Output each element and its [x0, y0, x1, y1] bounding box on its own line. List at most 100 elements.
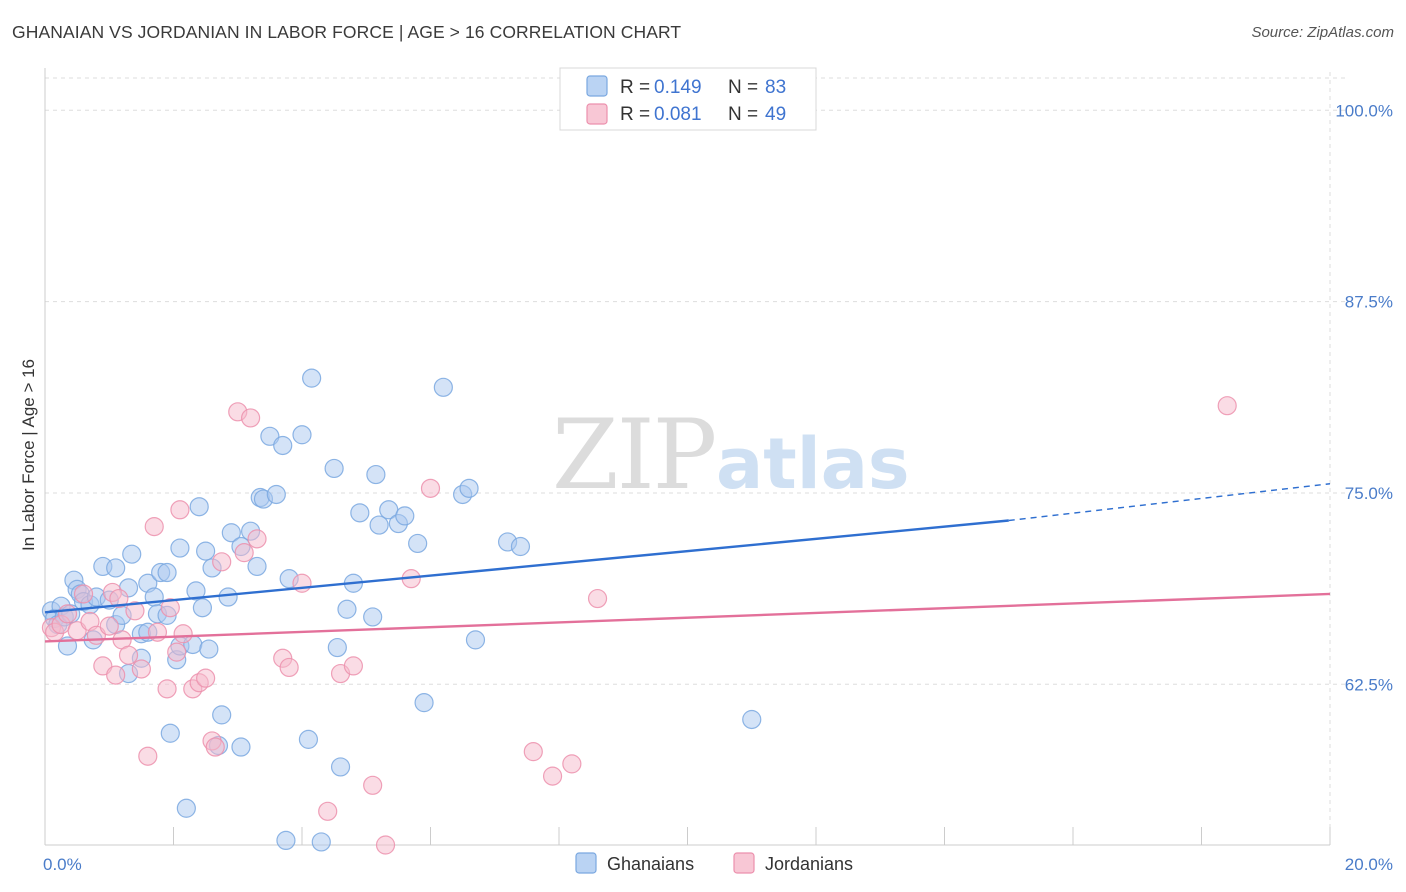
jordanian-point-18 [144, 517, 164, 537]
jordanian-point-48 [587, 588, 608, 609]
jordanian-point-33 [241, 408, 261, 428]
ghanaian-point-75 [414, 693, 434, 713]
y-tick-label-1: 75.0% [1345, 484, 1393, 503]
jordanian-point-5 [73, 584, 94, 604]
jordanian-point-11 [106, 665, 126, 685]
trend-lines [44, 483, 1331, 643]
data-points [41, 368, 1237, 855]
ghanaian-point-61 [311, 832, 331, 852]
watermark-zip: ZIP [552, 399, 715, 511]
ghanaian-point-33 [170, 538, 190, 558]
ghanaian-point-54 [266, 484, 286, 505]
legend-r-label-ghanaians: R = [620, 77, 650, 98]
ghanaian-point-81 [510, 536, 531, 557]
watermark: ZIP atlas [552, 399, 910, 511]
y-axis-title: In Labor Force | Age > 16 [19, 359, 38, 551]
jordanian-point-38 [318, 801, 338, 821]
ghanaian-point-69 [366, 464, 386, 485]
y-tick-labels: 62.5% 75.0% 87.5% 100.0% [1335, 101, 1393, 694]
axes [44, 68, 1331, 846]
jordanian-point-23 [170, 500, 190, 520]
x-tick-labels: 0.0% 20.0% [43, 855, 1393, 874]
ghanaian-point-39 [192, 598, 213, 618]
jordanian-point-41 [363, 775, 383, 795]
jordanian-point-9 [99, 616, 119, 636]
ghanaian-point-30 [157, 562, 177, 583]
legend-r-value-ghanaians: 0.149 [654, 77, 702, 98]
jordanian-point-3 [57, 604, 78, 624]
legend-n-label-ghanaians: N = [728, 77, 758, 98]
ghanaian-point-68 [363, 607, 383, 627]
legend-n-label-jordanians: N = [728, 104, 758, 125]
ghanaian-point-40 [196, 541, 216, 561]
jordanian-point-16 [131, 659, 151, 679]
legend-r-label-jordanians: R = [620, 104, 650, 125]
jordanian-trend-line [44, 592, 1331, 643]
bottom-legend-swatch-ghanaians [575, 852, 597, 874]
ghanaian-point-74 [408, 533, 428, 554]
legend-swatch-jordanians [586, 103, 608, 125]
jordanian-point-45 [523, 742, 543, 762]
jordanian-point-27 [196, 668, 216, 688]
bottom-legend-swatch-jordanians [733, 852, 755, 874]
y-tick-label-0: 62.5% [1345, 675, 1393, 694]
x-tick-label-1: 20.0% [1345, 855, 1393, 874]
ghanaian-point-44 [212, 705, 232, 725]
jordanian-point-30 [212, 552, 232, 572]
jordanian-point-44 [420, 478, 441, 498]
ghanaian-point-64 [330, 757, 351, 777]
legend-swatch-ghanaians [586, 75, 608, 97]
ghanaian-point-78 [459, 478, 479, 498]
jordanian-point-15 [125, 601, 145, 621]
x-tick-label-0: 0.0% [43, 855, 82, 874]
jordanian-point-32 [234, 543, 254, 563]
bottom-legend-jordanians: Jordanians [765, 854, 853, 874]
jordanian-point-21 [160, 598, 180, 618]
bottom-legend: Ghanaians Jordanians [575, 852, 853, 874]
jordanian-point-47 [562, 754, 582, 774]
ghanaian-point-50 [247, 556, 267, 577]
ghanaian-point-79 [465, 630, 486, 650]
ghanaian-point-48 [231, 737, 251, 757]
jordanian-point-49 [1217, 396, 1237, 416]
legend-r-value-jordanians: 0.081 [654, 104, 702, 125]
ghanaian-trend-line [44, 519, 1009, 614]
watermark-atlas: atlas [716, 423, 910, 505]
jordanian-point-46 [542, 766, 563, 786]
bottom-legend-ghanaians: Ghanaians [607, 854, 694, 874]
legend-n-value-ghanaians: 83 [765, 77, 786, 98]
ghanaian-point-45 [218, 587, 238, 607]
ghanaian-point-65 [337, 599, 357, 619]
y-tick-label-3: 100.0% [1335, 101, 1393, 120]
y-tick-label-2: 87.5% [1345, 293, 1393, 312]
jordanian-point-14 [118, 645, 139, 665]
jordanian-point-24 [173, 624, 193, 644]
ghanaian-point-60 [302, 368, 322, 388]
ghanaian-point-73 [395, 506, 415, 526]
ghanaian-point-67 [350, 503, 370, 523]
legend: R = 0.149 N = 83 R = 0.081 N = 49 [559, 67, 817, 131]
ghanaian-trend-extension [1008, 483, 1331, 522]
ghanaian-point-38 [189, 497, 209, 517]
jordanian-point-40 [343, 656, 363, 676]
ghanaian-point-55 [273, 435, 293, 456]
ghanaian-point-31 [160, 723, 180, 743]
ghanaian-point-82 [742, 709, 762, 730]
jordanian-point-42 [375, 835, 396, 855]
jordanian-point-29 [205, 737, 225, 757]
ghanaian-point-46 [221, 523, 241, 543]
jordanian-point-36 [279, 657, 299, 678]
ghanaian-point-59 [298, 729, 319, 749]
ghanaian-point-17 [106, 558, 126, 578]
ghanaian-point-63 [327, 637, 347, 658]
legend-n-value-jordanians: 49 [765, 104, 786, 125]
jordanian-point-22 [167, 642, 187, 662]
ghanaian-point-37 [186, 581, 206, 601]
jordanian-point-12 [109, 588, 129, 609]
ghanaian-point-70 [369, 515, 389, 535]
source-credit: Source: ZipAtlas.com [1251, 24, 1394, 41]
jordanian-point-34 [247, 529, 267, 549]
ghanaian-point-35 [176, 798, 196, 818]
jordanian-point-20 [157, 679, 177, 699]
